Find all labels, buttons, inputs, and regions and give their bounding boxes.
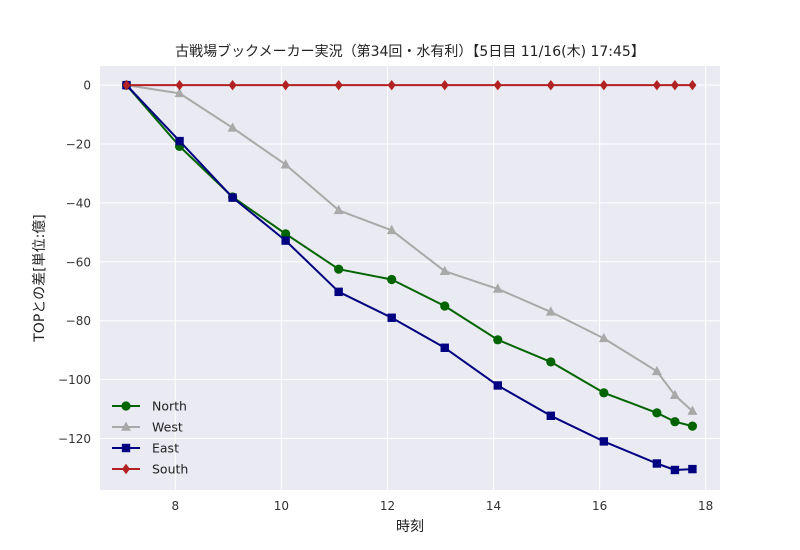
plot-background bbox=[100, 66, 720, 490]
data-point-east bbox=[281, 236, 290, 245]
data-point-north bbox=[493, 335, 503, 345]
data-point-south bbox=[334, 79, 343, 91]
legend-label: South bbox=[152, 462, 188, 477]
y-tick-label: −40 bbox=[66, 196, 91, 210]
data-point-south bbox=[440, 79, 449, 91]
data-point-north bbox=[334, 264, 344, 274]
data-point-west bbox=[492, 283, 503, 293]
data-point-west bbox=[651, 365, 662, 376]
data-point-east bbox=[688, 464, 697, 474]
series-west bbox=[121, 79, 698, 415]
legend: North West East South bbox=[112, 399, 188, 477]
data-point-south bbox=[175, 79, 184, 91]
legend-label: North bbox=[152, 399, 187, 414]
data-point-south bbox=[599, 79, 608, 91]
data-point-west bbox=[669, 389, 680, 399]
data-point-south bbox=[493, 79, 502, 91]
x-tick-label: 12 bbox=[380, 499, 395, 513]
series-south bbox=[122, 79, 697, 91]
data-point-east bbox=[652, 459, 662, 468]
y-tick-label: −120 bbox=[58, 432, 91, 446]
data-point-east bbox=[334, 287, 343, 297]
data-point-east bbox=[670, 465, 680, 475]
data-point-west bbox=[598, 332, 609, 343]
legend-marker bbox=[121, 401, 131, 411]
data-point-west bbox=[333, 204, 344, 215]
data-point-east bbox=[546, 411, 556, 420]
data-point-east bbox=[175, 136, 184, 146]
data-point-north bbox=[670, 417, 680, 427]
data-point-south bbox=[688, 79, 697, 91]
x-tick-label: 8 bbox=[171, 499, 179, 513]
legend-item-west: West bbox=[112, 420, 183, 435]
data-point-south bbox=[122, 79, 131, 91]
data-point-east bbox=[228, 193, 237, 202]
x-tick-label: 16 bbox=[592, 499, 607, 513]
x-tick-label: 18 bbox=[698, 499, 713, 513]
y-tick-label: 0 bbox=[83, 79, 91, 93]
data-point-west bbox=[439, 265, 450, 276]
series-east bbox=[122, 80, 697, 475]
grid bbox=[100, 66, 720, 490]
data-point-west bbox=[174, 87, 185, 98]
data-point-north bbox=[599, 388, 609, 398]
legend-label: East bbox=[152, 441, 179, 456]
legend-marker bbox=[122, 463, 130, 475]
y-axis-label: TOPとの差[単位:億] bbox=[32, 214, 48, 343]
tick-labels: 8 10 12 14 16 18 0 −20 −40 −60 −80 −100 −120 bbox=[58, 79, 713, 513]
legend-label: West bbox=[152, 420, 183, 435]
data-point-west bbox=[545, 306, 556, 316]
data-point-south bbox=[387, 79, 396, 91]
data-point-north bbox=[387, 274, 397, 285]
data-point-west bbox=[386, 224, 397, 235]
data-point-west bbox=[280, 159, 291, 169]
y-tick-label: −100 bbox=[58, 373, 91, 387]
data-point-north bbox=[440, 301, 450, 311]
data-point-east bbox=[440, 343, 449, 352]
legend-marker bbox=[121, 421, 131, 431]
data-point-south bbox=[670, 79, 679, 91]
y-tick-label: −80 bbox=[66, 314, 91, 328]
x-tick-label: 14 bbox=[486, 499, 501, 513]
legend-item-east: East bbox=[112, 441, 179, 456]
data-point-east bbox=[599, 437, 609, 446]
data-point-north bbox=[652, 408, 662, 418]
x-axis-label: 時刻 bbox=[396, 519, 424, 535]
y-tick-label: −20 bbox=[66, 138, 91, 152]
series-layer bbox=[121, 79, 698, 475]
data-point-south bbox=[228, 79, 237, 91]
data-point-east bbox=[493, 381, 502, 390]
data-point-west bbox=[687, 405, 698, 415]
legend-marker bbox=[121, 443, 131, 453]
data-point-north bbox=[281, 229, 291, 239]
legend-item-north: North bbox=[112, 399, 187, 414]
y-tick-label: −60 bbox=[66, 255, 91, 269]
x-tick-label: 10 bbox=[274, 499, 289, 513]
data-point-east bbox=[387, 313, 396, 322]
data-point-south bbox=[546, 79, 555, 91]
data-point-north bbox=[546, 357, 556, 367]
chart-title: 古戦場ブックメーカー実況（第34回・水有利）【5日目 11/16(木) 17:4… bbox=[175, 43, 645, 60]
data-point-north bbox=[687, 421, 698, 431]
data-point-west bbox=[227, 122, 238, 132]
legend-item-south: South bbox=[112, 462, 188, 477]
data-point-south bbox=[652, 79, 661, 91]
data-point-south bbox=[281, 79, 290, 91]
